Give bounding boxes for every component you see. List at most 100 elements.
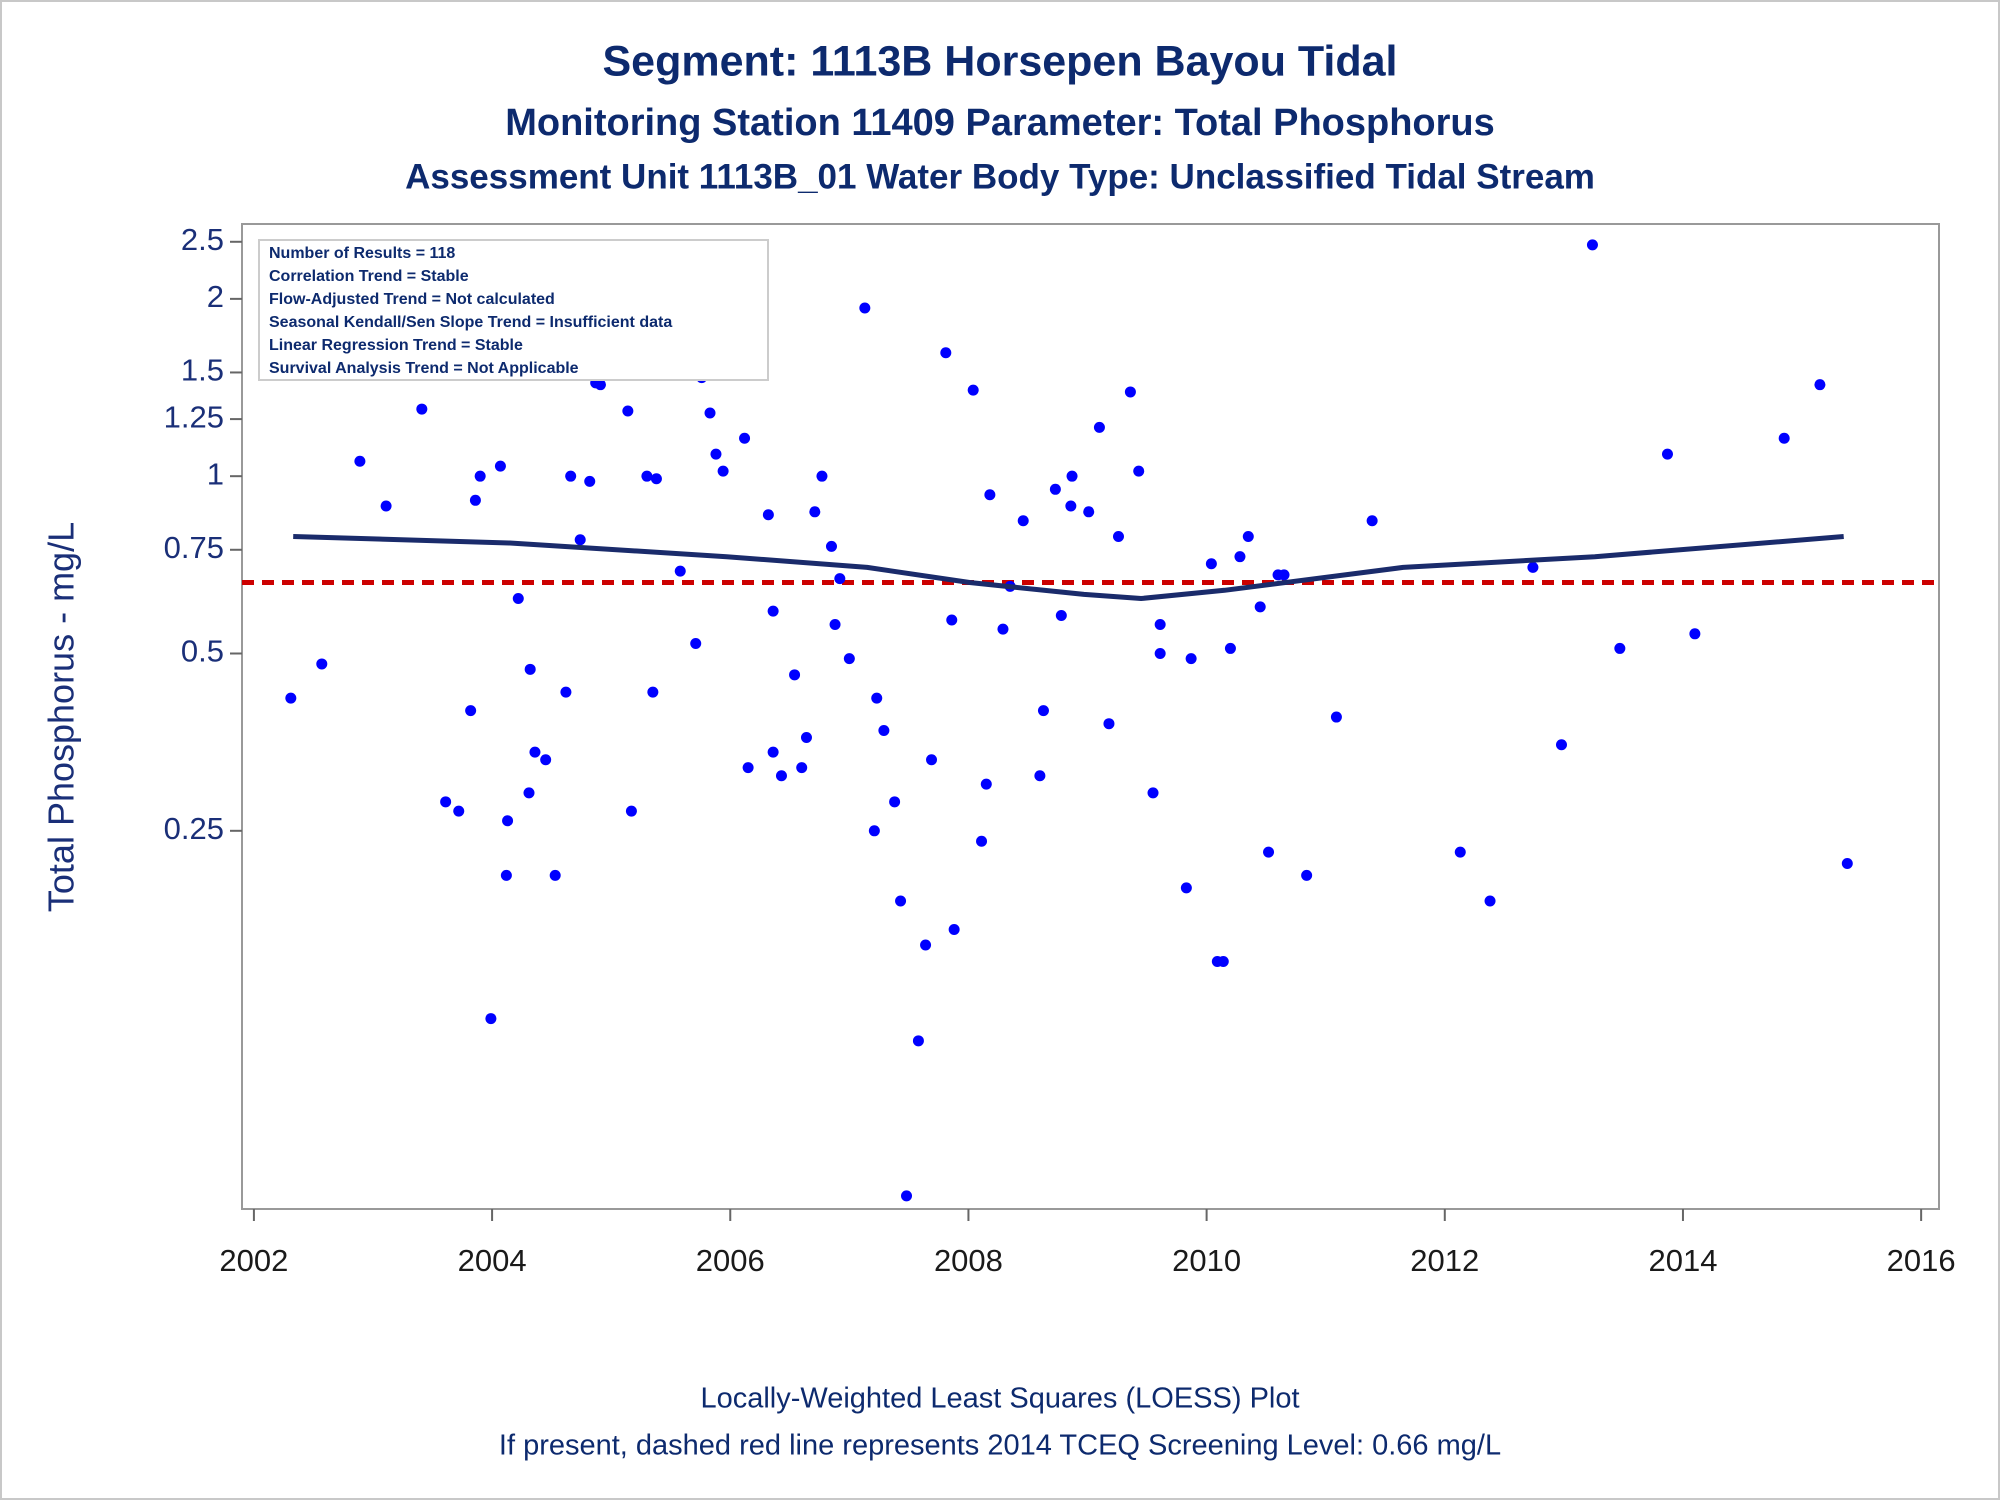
data-point — [1242, 530, 1254, 542]
y-tick-label: 2 — [207, 279, 224, 314]
data-point — [1205, 558, 1217, 570]
stats-text: Linear Regression Trend = Stable — [269, 337, 523, 354]
data-point — [800, 732, 812, 744]
x-tick-label: 2006 — [696, 1243, 765, 1278]
data-point — [1366, 515, 1378, 527]
data-point — [1185, 653, 1197, 665]
data-point — [500, 869, 512, 881]
x-tick-label: 2016 — [1887, 1243, 1956, 1278]
data-point — [789, 669, 801, 681]
data-point — [1180, 882, 1192, 894]
data-point — [465, 705, 477, 717]
data-point — [641, 470, 653, 482]
data-point — [1263, 846, 1275, 858]
chart-title: Segment: 1113B Horsepen Bayou Tidal — [603, 37, 1398, 85]
data-point — [1484, 895, 1496, 907]
data-point — [1278, 569, 1290, 581]
data-point — [1689, 628, 1701, 640]
data-point — [674, 565, 686, 577]
data-point — [524, 663, 536, 675]
x-tick-label: 2008 — [934, 1243, 1003, 1278]
data-point — [912, 1035, 924, 1047]
data-point — [889, 796, 901, 808]
data-point — [1103, 718, 1115, 730]
data-point — [1065, 500, 1077, 512]
data-point — [502, 815, 514, 827]
data-point — [690, 637, 702, 649]
y-tick-label: 1 — [207, 456, 224, 491]
data-point — [976, 835, 988, 847]
data-point — [1066, 470, 1078, 482]
data-point — [1330, 711, 1342, 723]
data-point — [948, 923, 960, 935]
data-point — [1661, 448, 1673, 460]
data-point — [380, 500, 392, 512]
y-axis-label: Total Phosphorus - mg/L — [41, 522, 82, 912]
data-point — [775, 770, 787, 782]
data-point — [895, 895, 907, 907]
data-point — [285, 692, 297, 704]
data-point — [594, 379, 606, 391]
data-point — [622, 405, 634, 417]
data-point — [739, 432, 751, 444]
data-point — [967, 384, 979, 396]
data-point — [1124, 386, 1136, 398]
data-point — [984, 489, 996, 501]
data-point — [1112, 530, 1124, 542]
x-tick-label: 2014 — [1648, 1243, 1717, 1278]
data-point — [1083, 506, 1095, 518]
data-point — [1301, 869, 1313, 881]
data-point — [834, 573, 846, 585]
data-point — [940, 347, 952, 359]
data-point — [647, 686, 659, 698]
stats-text: Flow-Adjusted Trend = Not calculated — [269, 291, 555, 308]
stats-text: Correlation Trend = Stable — [269, 268, 469, 285]
data-point — [354, 455, 366, 467]
data-point — [1224, 642, 1236, 654]
chart-subtitle: Assessment Unit 1113B_01 Water Body Type… — [405, 157, 1595, 196]
data-point — [650, 473, 662, 485]
data-point — [1586, 239, 1598, 251]
data-point — [560, 686, 572, 698]
stats-box — [258, 239, 769, 381]
data-point — [871, 692, 883, 704]
data-point — [1037, 705, 1049, 717]
data-point — [816, 470, 828, 482]
data-point — [796, 762, 808, 774]
data-point — [767, 605, 779, 617]
data-point — [529, 746, 541, 758]
data-point — [920, 939, 932, 951]
data-point — [416, 403, 428, 415]
data-point — [710, 448, 722, 460]
data-point — [1217, 955, 1229, 967]
stats-text: Seasonal Kendall/Sen Slope Trend = Insuf… — [269, 314, 672, 331]
y-tick-label: 0.75 — [164, 530, 224, 565]
data-point — [946, 614, 958, 626]
data-point — [1841, 858, 1853, 870]
y-tick-label: 2.5 — [181, 222, 224, 257]
data-point — [767, 746, 779, 758]
data-point — [809, 506, 821, 518]
data-point — [494, 460, 506, 472]
data-point — [1154, 647, 1166, 659]
data-point — [980, 778, 992, 790]
data-point — [1778, 432, 1790, 444]
data-point — [704, 407, 716, 419]
data-point — [1527, 561, 1539, 573]
data-point — [1454, 846, 1466, 858]
data-point — [474, 470, 486, 482]
data-point — [512, 592, 524, 604]
y-tick-label: 0.5 — [181, 634, 224, 669]
data-point — [1093, 421, 1105, 433]
data-point — [997, 623, 1009, 635]
data-point — [742, 762, 754, 774]
data-point — [584, 475, 596, 487]
data-point — [926, 754, 938, 766]
data-point — [1254, 601, 1266, 613]
data-point — [1049, 483, 1061, 495]
data-point — [1154, 619, 1166, 631]
chart-subtitle: Monitoring Station 11409 Parameter: Tota… — [505, 102, 1495, 144]
data-point — [1814, 379, 1826, 391]
x-tick-label: 2004 — [458, 1243, 527, 1278]
